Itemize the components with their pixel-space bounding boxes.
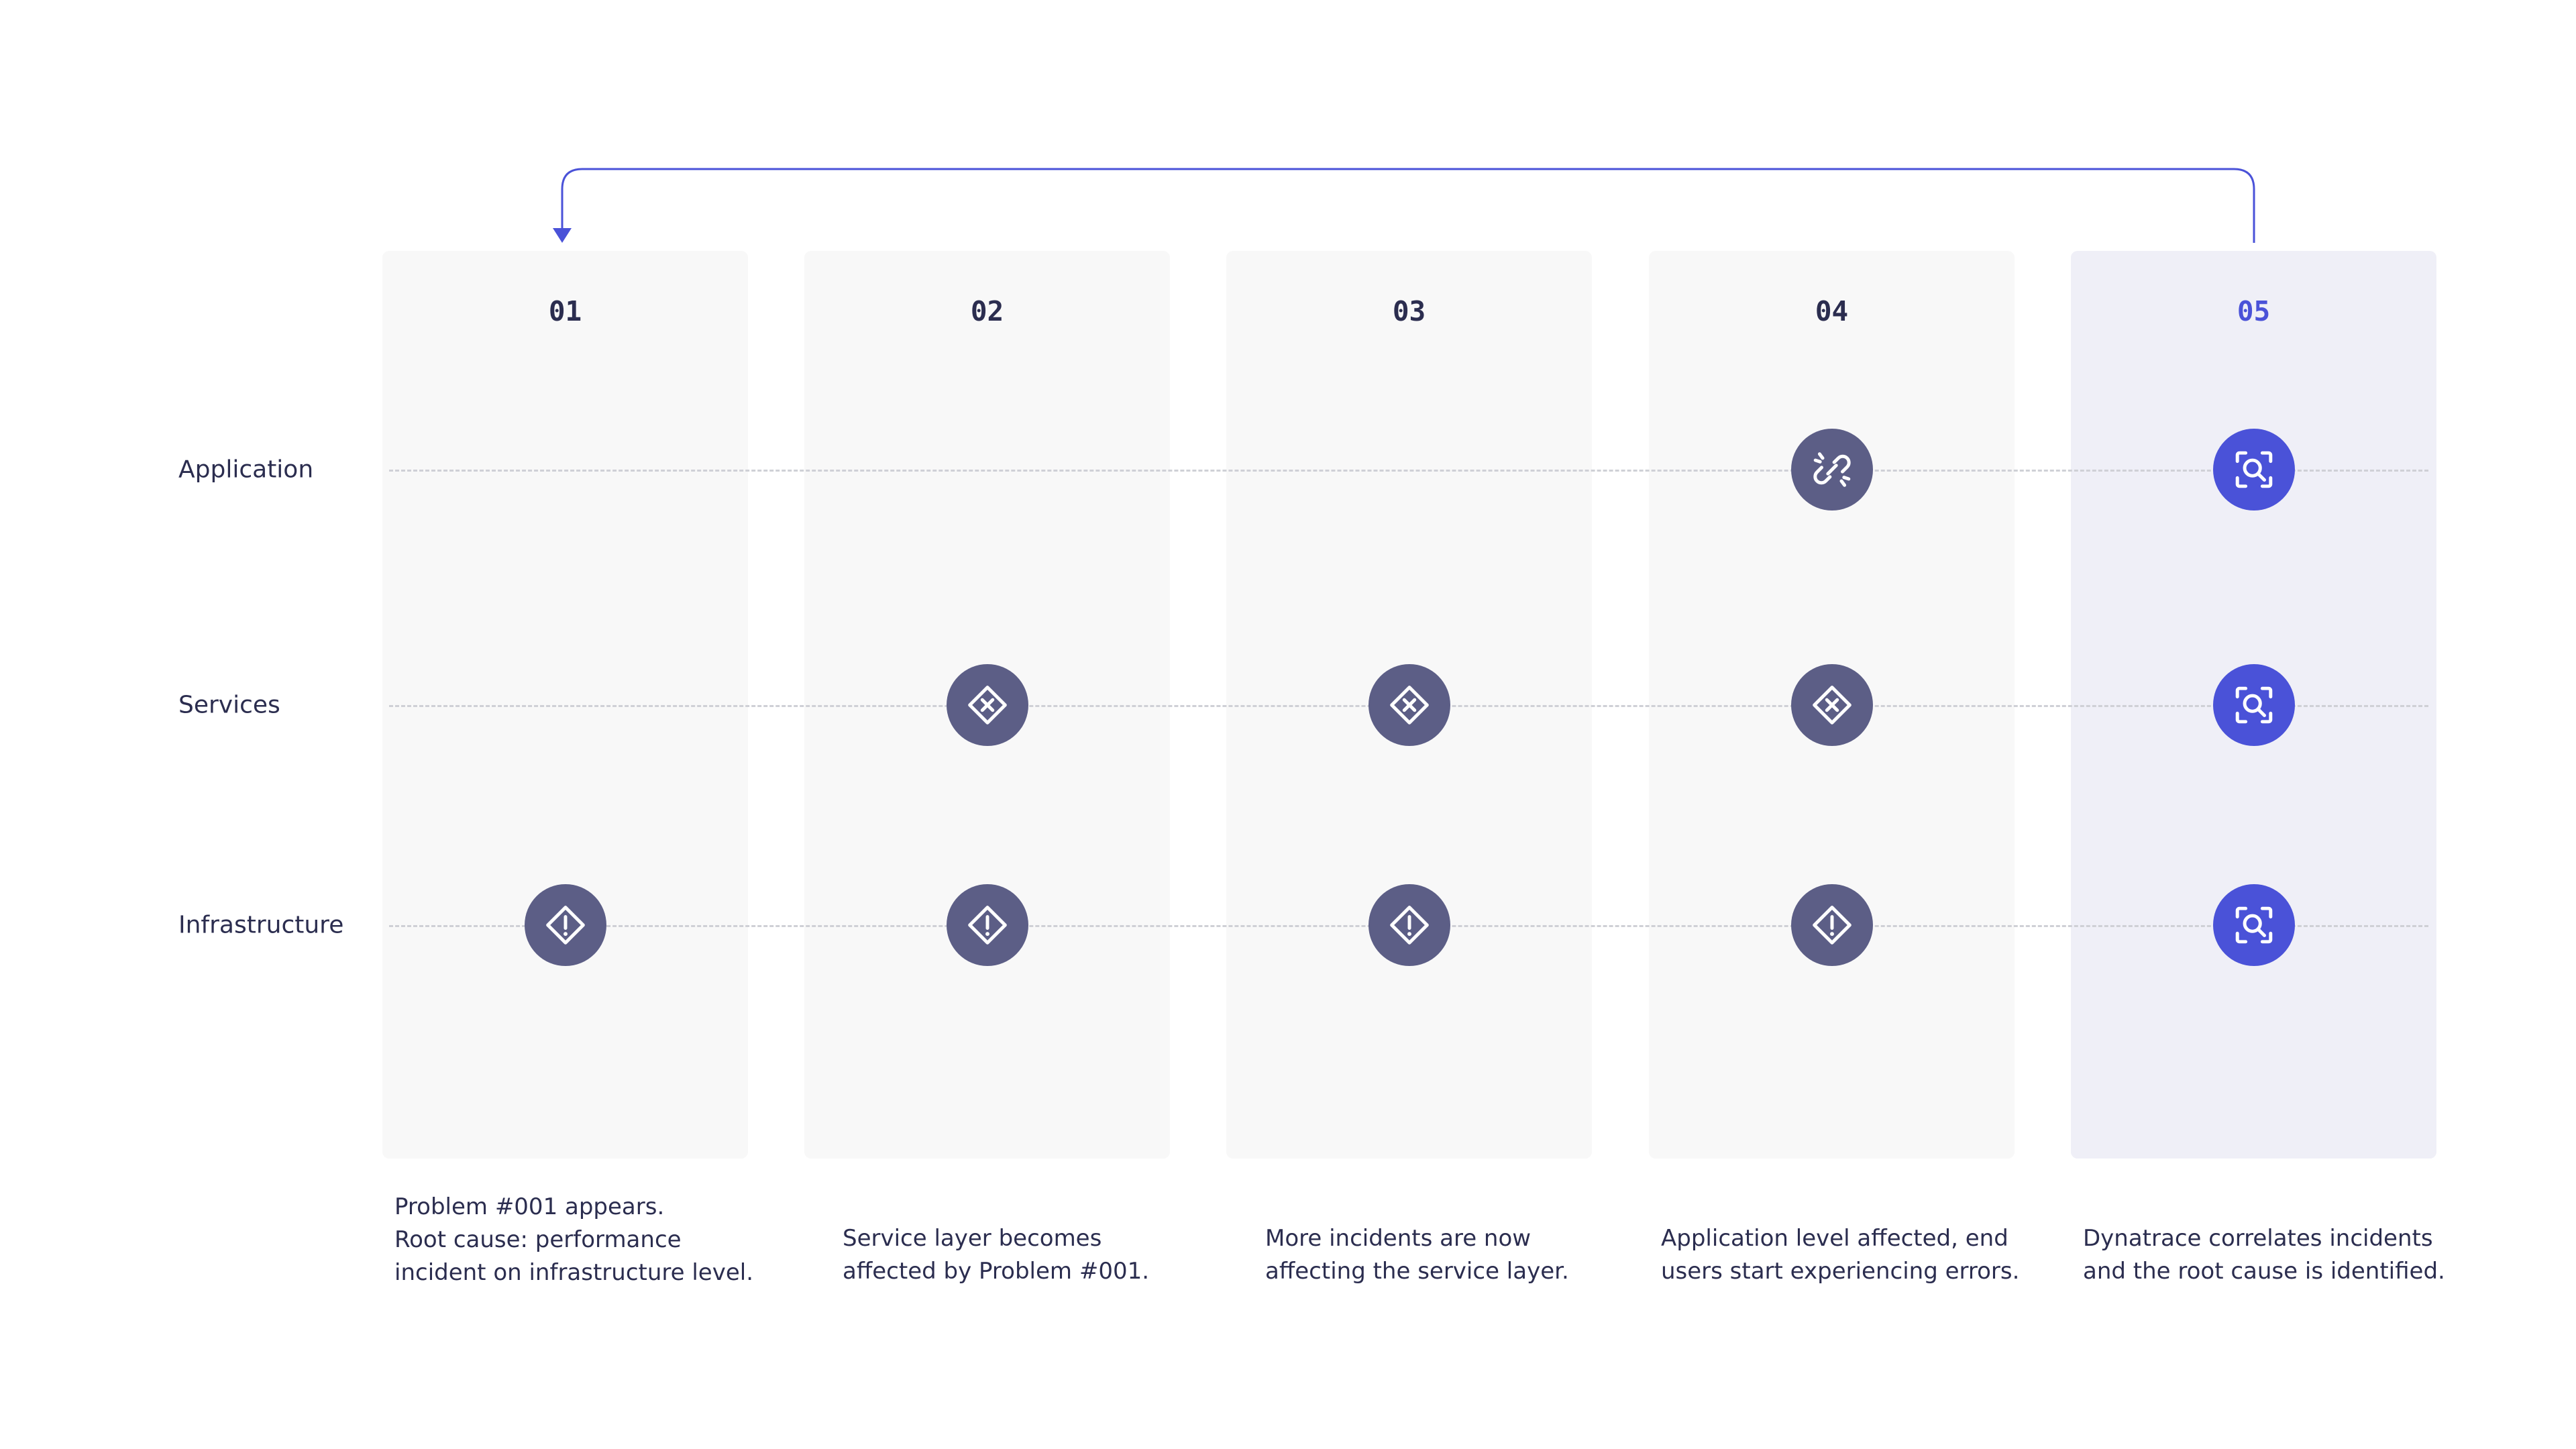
layer-label-application: Application — [178, 455, 314, 484]
layer-label-infrastructure: Infrastructure — [178, 911, 344, 939]
incident-node — [2212, 429, 2295, 511]
incident-node — [1790, 884, 1873, 966]
stage-description-03: More incidents are now affecting the ser… — [1265, 1225, 1569, 1285]
layer-gridline — [389, 470, 2428, 472]
incident-node — [946, 664, 1028, 746]
broken-link-icon — [1811, 449, 1853, 490]
warning-diamond-icon — [1811, 904, 1853, 946]
focus-search-icon — [2233, 449, 2275, 490]
incident-node — [1790, 429, 1873, 511]
stage-number: 02 — [970, 295, 1004, 327]
incident-node — [1790, 664, 1873, 746]
stage-column-01: 01 — [382, 251, 748, 1159]
warning-diamond-icon — [545, 904, 586, 946]
warning-diamond-icon — [967, 904, 1008, 946]
incident-node — [1368, 664, 1450, 746]
stage-number: 01 — [548, 295, 582, 327]
incident-node — [946, 884, 1028, 966]
incident-node — [2212, 664, 2295, 746]
stage-number: 04 — [1815, 295, 1849, 327]
warning-diamond-icon — [1389, 904, 1430, 946]
stage-description-01: Problem #001 appears. Root cause: perfor… — [394, 1193, 754, 1286]
error-diamond-icon — [967, 684, 1008, 726]
stage-description-05: Dynatrace correlates incidents and the r… — [2083, 1225, 2445, 1285]
focus-search-icon — [2233, 904, 2275, 946]
focus-search-icon — [2233, 684, 2275, 726]
incident-node — [1368, 884, 1450, 966]
arrowhead-icon — [553, 228, 572, 243]
stage-number: 05 — [2237, 295, 2271, 327]
stage-number: 03 — [1392, 295, 1426, 327]
layer-label-services: Services — [178, 691, 280, 719]
incident-node — [2212, 884, 2295, 966]
error-diamond-icon — [1389, 684, 1430, 726]
stage-description-04: Application level affected, end users st… — [1661, 1225, 2020, 1285]
error-diamond-icon — [1811, 684, 1853, 726]
incident-node — [524, 884, 606, 966]
stage-description-02: Service layer becomes affected by Proble… — [843, 1225, 1150, 1285]
